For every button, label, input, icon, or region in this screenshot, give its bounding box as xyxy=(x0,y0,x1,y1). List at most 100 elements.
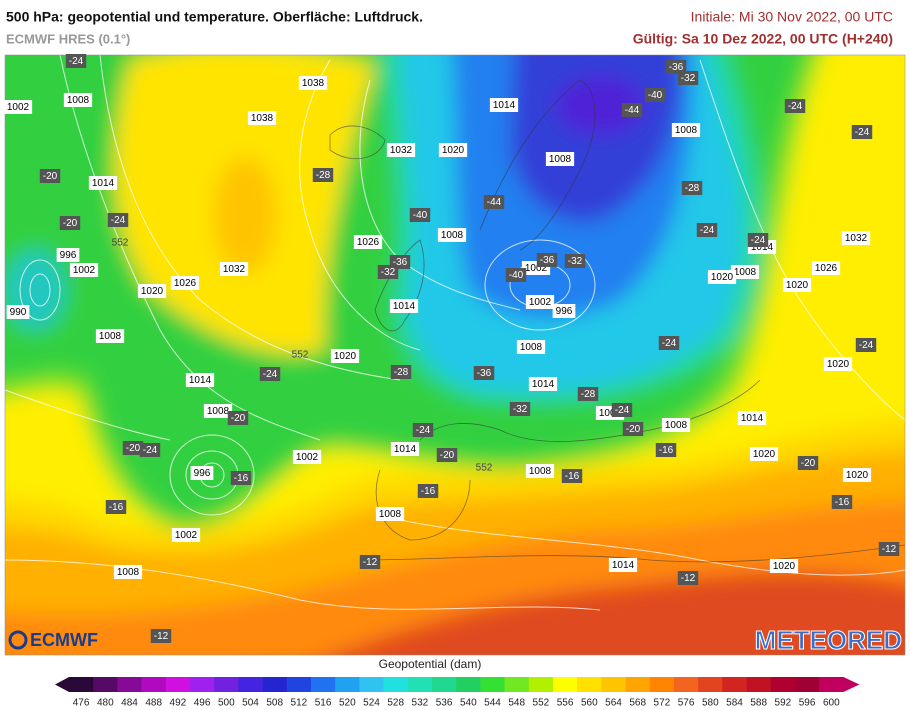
pressure-label-box xyxy=(6,305,30,319)
temperature-label-box xyxy=(677,71,699,85)
pressure-label: 1014 xyxy=(528,377,558,391)
colorbar-tick-label: 556 xyxy=(557,698,574,709)
pressure-label-box xyxy=(608,558,638,572)
pressure-label-text: 1008 xyxy=(207,406,230,417)
pressure-label: 1008 xyxy=(95,329,125,343)
pressure-label: 1008 xyxy=(516,340,546,354)
colorbar-tick-label: 592 xyxy=(775,698,792,709)
pressure-label-text: 1008 xyxy=(675,125,698,136)
temperature-label: -40 xyxy=(644,88,666,102)
temperature-label-box xyxy=(483,195,505,209)
pressure-label: 1014 xyxy=(390,442,420,456)
temperature-label-text: -36 xyxy=(393,257,408,268)
temperature-label: -20 xyxy=(39,169,61,183)
temperature-label-box xyxy=(105,500,127,514)
pressure-label: 1020 xyxy=(769,559,799,573)
temperature-label: -40 xyxy=(505,268,527,282)
colorbar-tick-label: 532 xyxy=(412,698,429,709)
pressure-label-box xyxy=(88,176,118,190)
colorbar-cell xyxy=(214,677,239,692)
pressure-label: 1002 xyxy=(3,100,33,114)
temperature-label-text: -44 xyxy=(487,197,502,208)
colorbar-tick-label: 584 xyxy=(726,698,743,709)
pressure-label-text: 1020 xyxy=(846,470,869,481)
pressure-label-text: 1020 xyxy=(773,561,796,572)
pressure-label-box xyxy=(730,265,760,279)
temperature-label-box xyxy=(561,469,583,483)
map-frame xyxy=(4,54,906,656)
temperature-label-box xyxy=(681,181,703,195)
pressure-label-box xyxy=(375,507,405,521)
temperature-label-text: -24 xyxy=(143,445,158,456)
temperature-label-box xyxy=(577,387,599,401)
pressure-label-box xyxy=(170,276,200,290)
pressure-label-text: 1020 xyxy=(442,145,465,156)
temperature-label: -28 xyxy=(390,365,412,379)
colorbar-arrow-right xyxy=(843,677,860,692)
pressure-label: 1002 xyxy=(525,295,555,309)
pressure-label-text: 1014 xyxy=(393,301,416,312)
temperature-label-box xyxy=(312,168,334,182)
pressure-label-box xyxy=(389,299,419,313)
pressure-label: 1020 xyxy=(749,447,779,461)
temperature-label-box xyxy=(622,422,644,436)
pressure-label-box xyxy=(769,559,799,573)
temperature-label: -24 xyxy=(611,403,633,417)
temperature-label-box xyxy=(227,411,249,425)
colorbar-cell xyxy=(165,677,191,692)
pressure-label-box xyxy=(390,442,420,456)
colorbar-cell xyxy=(746,677,772,692)
temperature-label-box xyxy=(655,443,677,457)
temperature-label-box xyxy=(658,336,680,350)
temperature-label: -20 xyxy=(797,456,819,470)
temperature-label: -24 xyxy=(139,443,161,457)
map xyxy=(5,55,905,655)
temperature-label-box xyxy=(412,423,434,437)
pressure-label: 1014 xyxy=(88,176,118,190)
temperature-label-text: -12 xyxy=(154,631,169,642)
pressure-label-box xyxy=(823,357,853,371)
pressure-label-text: 1002 xyxy=(175,530,198,541)
colorbar-tick-label: 516 xyxy=(315,698,332,709)
temperature-label-box xyxy=(390,365,412,379)
pressure-label-box xyxy=(330,349,360,363)
temperature-label-box xyxy=(230,471,252,485)
pressure-label-text: 1014 xyxy=(741,413,764,424)
pressure-label-text: 1038 xyxy=(251,113,274,124)
temperature-label-text: -24 xyxy=(615,405,630,416)
pressure-label: 1002 xyxy=(292,450,322,464)
colorbar-cell xyxy=(262,677,288,692)
pressure-label: 1020 xyxy=(782,278,812,292)
colorbar-tick-label: 540 xyxy=(460,698,477,709)
pressure-label-text: 1038 xyxy=(302,78,325,89)
colorbar-tick-label: 508 xyxy=(266,698,283,709)
temperature-label-box xyxy=(59,216,81,230)
pressure-label: 996 xyxy=(190,466,214,480)
contour-label: 552 xyxy=(292,350,309,361)
colorbar-cell xyxy=(93,677,118,692)
temperature-label: -20 xyxy=(59,216,81,230)
temperature-label-text: -44 xyxy=(625,105,640,116)
temperature-label: -24 xyxy=(851,125,873,139)
colorbar-cell xyxy=(625,677,651,692)
temperature-label-box xyxy=(677,571,699,585)
colorbar-tick-label: 536 xyxy=(436,698,453,709)
temperature-label: -12 xyxy=(150,629,172,643)
temperature-label: -16 xyxy=(105,500,127,514)
title: 500 hPa: geopotential und temperature. O… xyxy=(6,9,423,25)
pressure-label: 1032 xyxy=(386,143,416,157)
temperature-label-box xyxy=(564,254,586,268)
colorbar: 476 480 484 488 492 496 500 504 508 512 516 520 524 5… xyxy=(55,677,860,709)
pressure-label-box xyxy=(298,76,328,90)
temperature-label-text: -24 xyxy=(69,56,84,67)
temperature-label: -20 xyxy=(122,441,144,455)
pressure-label-text: 1008 xyxy=(117,567,140,578)
temperature-label-text: -28 xyxy=(316,170,331,181)
pressure-label-box xyxy=(552,304,576,318)
pressure-label-box xyxy=(438,143,468,157)
temperature-label-text: -28 xyxy=(394,367,409,378)
pressure-label-text: 1032 xyxy=(390,145,413,156)
colorbar-tick-label: 480 xyxy=(97,698,114,709)
temperature-label-text: -20 xyxy=(626,424,641,435)
pressure-label: 1026 xyxy=(811,261,841,275)
